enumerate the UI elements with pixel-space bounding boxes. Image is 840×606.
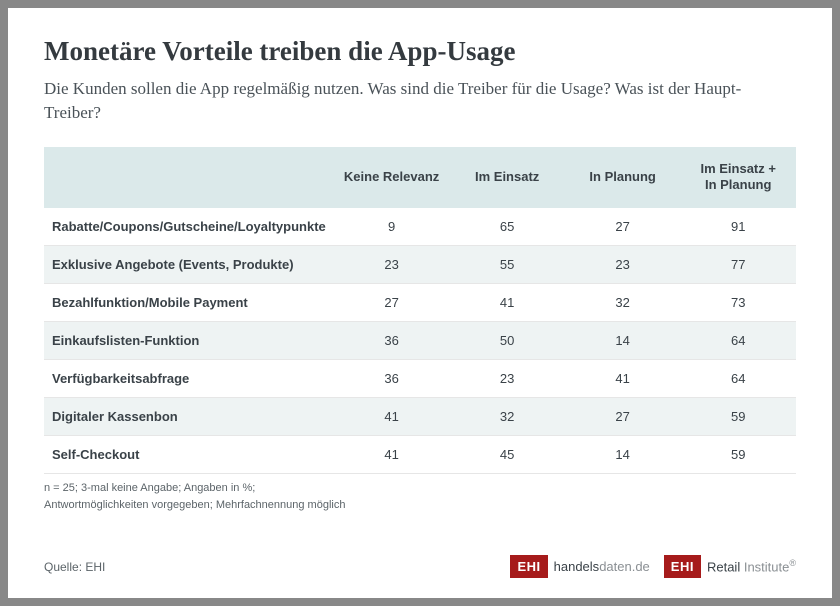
table-row: Digitaler Kassenbon41322759 — [44, 398, 796, 436]
logo-handelsdaten: EHI handelsdaten.de — [510, 555, 649, 578]
column-header: In Planung — [565, 147, 681, 209]
cell-value: 50 — [449, 322, 564, 360]
table-row: Self-Checkout41451459 — [44, 436, 796, 474]
cell-value: 14 — [565, 436, 681, 474]
cell-value: 23 — [334, 246, 450, 284]
table-body: Rabatte/Coupons/Gutscheine/Loyaltypunkte… — [44, 208, 796, 474]
cell-value: 14 — [565, 322, 681, 360]
page-subtitle: Die Kunden sollen die App regelmäßig nut… — [44, 77, 796, 125]
registered-icon: ® — [789, 558, 796, 568]
table-header-row: Keine RelevanzIm EinsatzIn PlanungIm Ein… — [44, 147, 796, 209]
footnote-line: n = 25; 3-mal keine Angabe; Angaben in %… — [44, 482, 255, 494]
logo-group: EHI handelsdaten.de EHI Retail Institute… — [510, 555, 796, 578]
cell-value: 41 — [334, 436, 450, 474]
cell-value: 64 — [680, 322, 796, 360]
logo-retail-institute: EHI Retail Institute® — [664, 555, 796, 578]
table-row: Rabatte/Coupons/Gutscheine/Loyaltypunkte… — [44, 208, 796, 246]
cell-value: 9 — [334, 208, 450, 246]
cell-value: 77 — [680, 246, 796, 284]
cell-value: 59 — [680, 398, 796, 436]
cell-value: 23 — [565, 246, 681, 284]
cell-value: 73 — [680, 284, 796, 322]
page-title: Monetäre Vorteile treiben die App-Usage — [44, 36, 796, 67]
cell-value: 27 — [565, 398, 681, 436]
cell-value: 45 — [449, 436, 564, 474]
cell-value: 23 — [449, 360, 564, 398]
table-row: Bezahlfunktion/Mobile Payment27413273 — [44, 284, 796, 322]
cell-value: 41 — [449, 284, 564, 322]
cell-value: 36 — [334, 322, 450, 360]
footnote-line: Antwortmöglichkeiten vorgegeben; Mehrfac… — [44, 499, 345, 511]
footnote: n = 25; 3-mal keine Angabe; Angaben in %… — [44, 480, 796, 513]
row-label: Rabatte/Coupons/Gutscheine/Loyaltypunkte — [44, 208, 334, 246]
row-label: Bezahlfunktion/Mobile Payment — [44, 284, 334, 322]
logo-text: handelsdaten.de — [554, 559, 650, 574]
column-header — [44, 147, 334, 209]
row-label: Einkaufslisten-Funktion — [44, 322, 334, 360]
column-header: Im Einsatz +In Planung — [680, 147, 796, 209]
row-label: Digitaler Kassenbon — [44, 398, 334, 436]
row-label: Verfügbarkeitsabfrage — [44, 360, 334, 398]
cell-value: 65 — [449, 208, 564, 246]
cell-value: 36 — [334, 360, 450, 398]
column-header: Im Einsatz — [449, 147, 564, 209]
footer: Quelle: EHI EHI handelsdaten.de EHI Reta… — [44, 555, 796, 578]
row-label: Exklusive Angebote (Events, Produkte) — [44, 246, 334, 284]
column-header: Keine Relevanz — [334, 147, 450, 209]
cell-value: 32 — [565, 284, 681, 322]
table-row: Verfügbarkeitsabfrage36234164 — [44, 360, 796, 398]
cell-value: 91 — [680, 208, 796, 246]
table-row: Exklusive Angebote (Events, Produkte)235… — [44, 246, 796, 284]
cell-value: 27 — [334, 284, 450, 322]
cell-value: 64 — [680, 360, 796, 398]
cell-value: 55 — [449, 246, 564, 284]
ehi-badge-icon: EHI — [510, 555, 547, 578]
ehi-badge-icon: EHI — [664, 555, 701, 578]
cell-value: 41 — [565, 360, 681, 398]
table-row: Einkaufslisten-Funktion36501464 — [44, 322, 796, 360]
cell-value: 32 — [449, 398, 564, 436]
cell-value: 41 — [334, 398, 450, 436]
logo-text: Retail Institute® — [707, 558, 796, 574]
report-card: Monetäre Vorteile treiben die App-Usage … — [8, 8, 832, 598]
source-label: Quelle: EHI — [44, 560, 105, 574]
cell-value: 59 — [680, 436, 796, 474]
cell-value: 27 — [565, 208, 681, 246]
row-label: Self-Checkout — [44, 436, 334, 474]
data-table: Keine RelevanzIm EinsatzIn PlanungIm Ein… — [44, 147, 796, 475]
